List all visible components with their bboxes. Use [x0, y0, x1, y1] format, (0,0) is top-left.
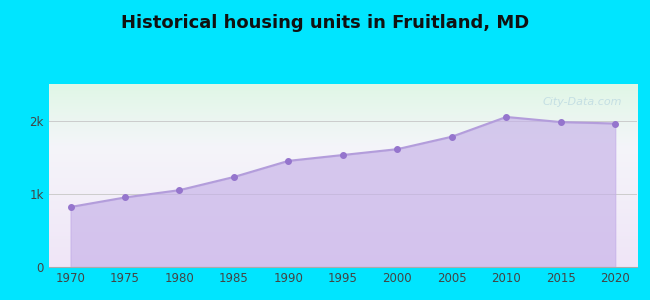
- Text: Historical housing units in Fruitland, MD: Historical housing units in Fruitland, M…: [121, 14, 529, 32]
- Text: City-Data.com: City-Data.com: [543, 97, 622, 107]
